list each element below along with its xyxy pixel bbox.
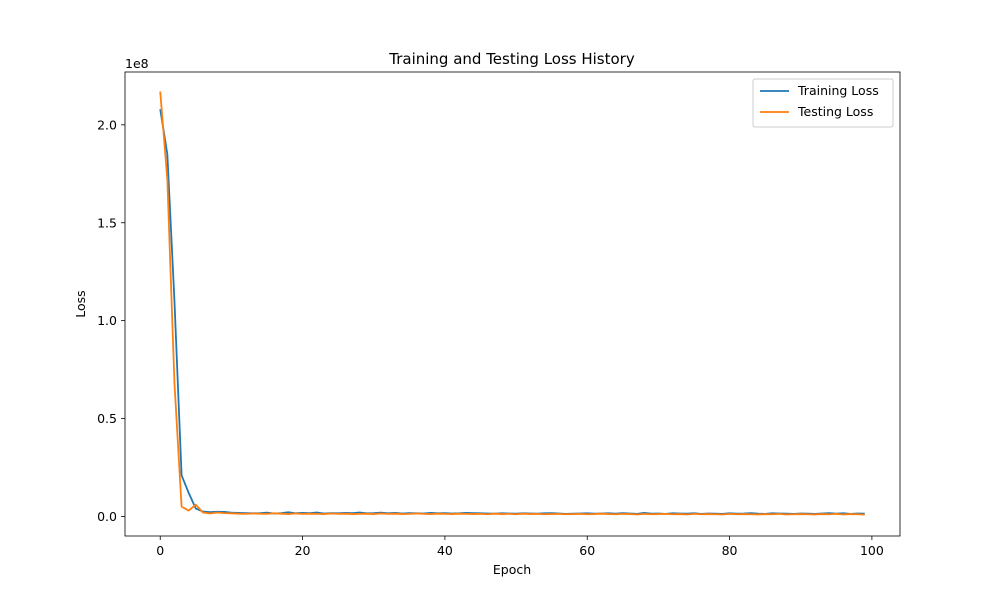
plot-lines — [159, 91, 865, 516]
plot-frame — [124, 71, 901, 537]
y-axis-offset-label: 1e8 — [125, 56, 149, 71]
legend-testing-loss-label: Testing Loss — [797, 104, 873, 119]
x-tick-label: 40 — [437, 543, 453, 558]
chart-title: Training and Testing Loss History — [388, 50, 635, 68]
x-tick-label: 80 — [722, 543, 738, 558]
y-tick-label: 1.5 — [97, 215, 117, 230]
series-line-testing-loss — [159, 91, 865, 516]
legend-training-loss-label: Training Loss — [797, 83, 879, 98]
x-axis-ticks: 0 20 40 60 80 100 — [156, 536, 884, 558]
x-tick-label: 100 — [860, 543, 884, 558]
x-tick-label: 0 — [156, 543, 164, 558]
y-tick-label: 1.0 — [97, 313, 117, 328]
y-axis-label: Loss — [73, 290, 88, 317]
y-axis-ticks: 0.0 0.5 1.0 1.5 2.0 — [97, 117, 125, 524]
legend: Training Loss Testing Loss — [752, 78, 894, 128]
x-tick-label: 20 — [295, 543, 311, 558]
x-axis-label: Epoch — [493, 562, 531, 577]
y-tick-label: 2.0 — [97, 117, 117, 132]
x-tick-label: 60 — [579, 543, 595, 558]
y-tick-label: 0.0 — [97, 509, 117, 524]
y-tick-label: 0.5 — [97, 411, 117, 426]
